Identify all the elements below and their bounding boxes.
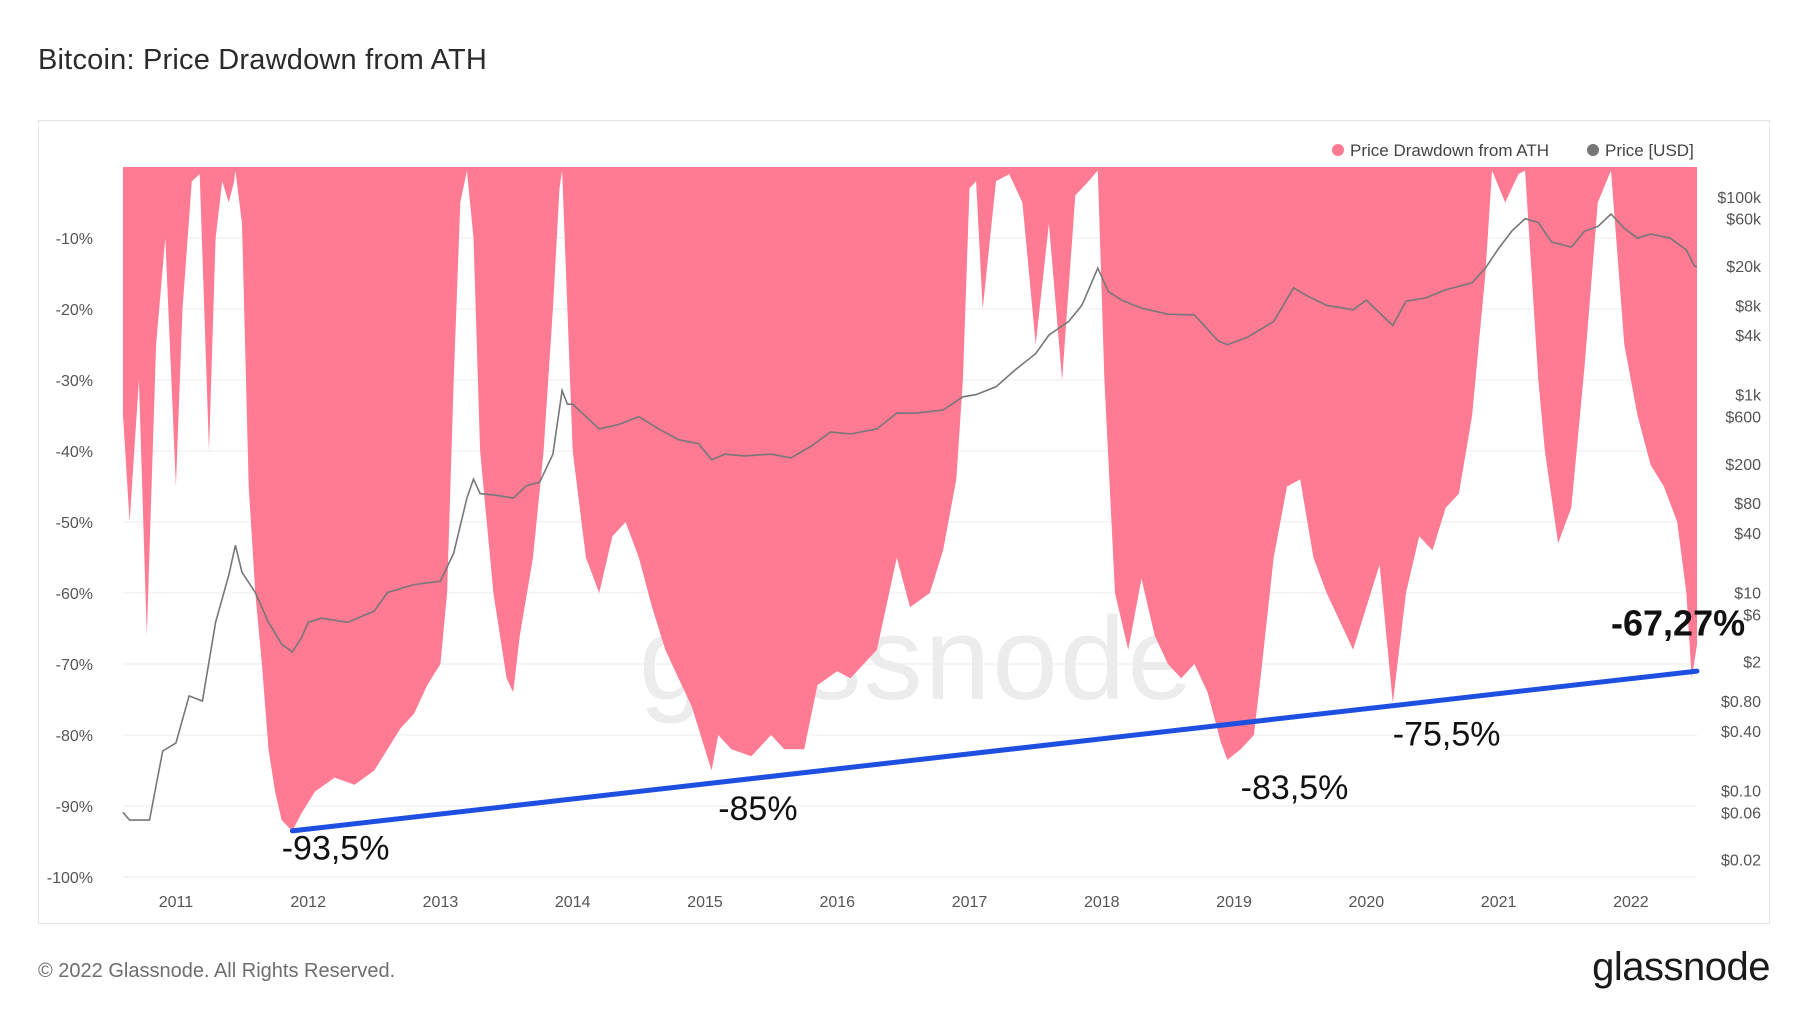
y-right-tick-label: $2 — [1743, 655, 1761, 672]
x-tick-label: 2018 — [1084, 894, 1120, 911]
drawdown-annotation: -67,27% — [1611, 603, 1745, 644]
drawdown-annotation: -75,5% — [1393, 716, 1501, 754]
legend-label: Price [USD] — [1605, 141, 1694, 160]
x-tick-label: 2014 — [555, 894, 591, 911]
trend-line — [289, 668, 1700, 834]
x-tick-label: 2020 — [1349, 894, 1385, 911]
y-right-tick-label: $10 — [1734, 585, 1761, 602]
y-left-tick-label: -40% — [56, 444, 93, 461]
chart-frame: glassnode -10% -20% -30% -40% -50% -60% -70% -8… — [38, 120, 1770, 924]
y-left-tick-label: -20% — [56, 302, 93, 319]
y-right-tick-label: $8k — [1735, 298, 1762, 315]
y-left-tick-label: -10% — [56, 231, 93, 248]
y-right-tick-label: $0.06 — [1721, 805, 1761, 822]
y-right-tick-label: $60k — [1726, 212, 1762, 229]
x-tick-label: 2012 — [290, 894, 326, 911]
drawdown-area — [123, 167, 1697, 831]
x-tick-label: 2015 — [687, 894, 723, 911]
y-right-tick-label: $20k — [1726, 259, 1762, 276]
copyright-text: © 2022 Glassnode. All Rights Reserved. — [38, 960, 396, 982]
y-right-tick-label: $0.40 — [1721, 724, 1761, 741]
x-tick-label: 2021 — [1481, 894, 1517, 911]
y-left-tick-label: -70% — [56, 657, 93, 674]
x-tick-label: 2022 — [1613, 894, 1649, 911]
y-right-tick-label: $6 — [1743, 607, 1761, 624]
y-right-tick-label: $0.02 — [1721, 852, 1761, 869]
drawdown-annotation: -83,5% — [1241, 769, 1349, 807]
y-right-tick-label: $600 — [1725, 410, 1761, 427]
x-tick-label: 2017 — [952, 894, 988, 911]
y-right-tick-label: $80 — [1734, 496, 1761, 513]
y-right-tick-label: $0.10 — [1721, 783, 1761, 800]
y-left-tick-label: -80% — [56, 728, 93, 745]
y-right-tick-label: $100k — [1717, 190, 1762, 207]
legend-marker — [1587, 144, 1599, 156]
glassnode-logo: glassnode — [1592, 945, 1770, 989]
drawdown-annotation: -85% — [718, 790, 797, 828]
y-right-tick-label: $200 — [1725, 457, 1761, 474]
y-left-tick-label: -90% — [56, 799, 93, 816]
y-left-tick-label: -60% — [56, 586, 93, 603]
y-right-tick-label: $0.80 — [1721, 694, 1761, 711]
drawdown-annotation: -93,5% — [282, 829, 390, 867]
legend-label: Price Drawdown from ATH — [1350, 141, 1549, 160]
x-tick-label: 2013 — [423, 894, 459, 911]
x-tick-label: 2019 — [1216, 894, 1252, 911]
page-title: Bitcoin: Price Drawdown from ATH — [38, 44, 488, 76]
drawdown-chart: -10% -20% -30% -40% -50% -60% -70% -80% -90% -100… — [47, 141, 1762, 911]
x-tick-label: 2011 — [159, 894, 194, 911]
price-line — [122, 212, 1698, 821]
y-right-tick-label: $4k — [1735, 328, 1762, 345]
y-left-tick-label: -30% — [56, 373, 93, 390]
y-right-tick-label: $40 — [1734, 526, 1761, 543]
y-right-tick-label: $1k — [1735, 388, 1762, 405]
y-left-tick-label: -50% — [56, 515, 93, 532]
x-tick-label: 2016 — [819, 894, 855, 911]
legend-marker — [1332, 144, 1344, 156]
y-left-tick-label: -100% — [47, 870, 93, 887]
